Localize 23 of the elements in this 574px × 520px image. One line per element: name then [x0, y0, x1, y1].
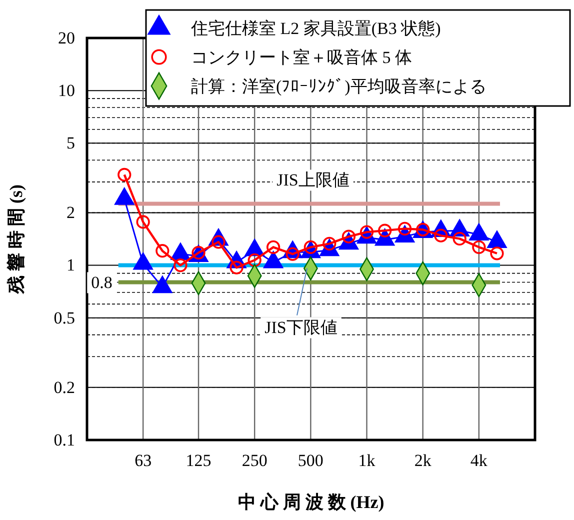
legend-label: コンクリート室＋吸音体 5 体 — [191, 48, 412, 67]
x-axis-title: 中 心 周 波 数 (Hz) — [238, 492, 384, 512]
y-axis-title: 残 響 時 間 (s) — [6, 184, 26, 294]
y-tick-label: 0.2 — [54, 378, 75, 397]
y-tick-label: 2 — [66, 203, 75, 222]
legend-label: 住宅仕様室 L2 家具設置(B3 状態) — [190, 18, 441, 38]
x-tick-label: 1k — [358, 451, 376, 470]
y-tick-label: 10 — [58, 81, 75, 100]
x-tick-label: 63 — [134, 451, 152, 470]
x-tick-label: 500 — [298, 451, 324, 470]
y-tick-label: 0.1 — [54, 430, 75, 450]
y-tick-label: 1 — [66, 256, 75, 275]
x-tick-label: 125 — [186, 451, 212, 470]
ref-line-label: 0.8 — [91, 273, 112, 292]
y-tick-label: 5 — [66, 134, 75, 153]
y-tick-label: 0.5 — [54, 308, 75, 328]
ref-line-label: JIS上限値 — [276, 170, 350, 190]
x-tick-label: 2k — [414, 451, 432, 470]
ref-line-label: JIS下限値 — [264, 318, 338, 338]
x-tick-label: 250 — [242, 451, 268, 470]
x-tick-label: 4k — [470, 451, 488, 470]
y-tick-label: 20 — [58, 28, 75, 48]
legend-label: 計算：洋室(ﾌﾛｰﾘﾝｸﾞ)平均吸音率による — [191, 76, 486, 96]
